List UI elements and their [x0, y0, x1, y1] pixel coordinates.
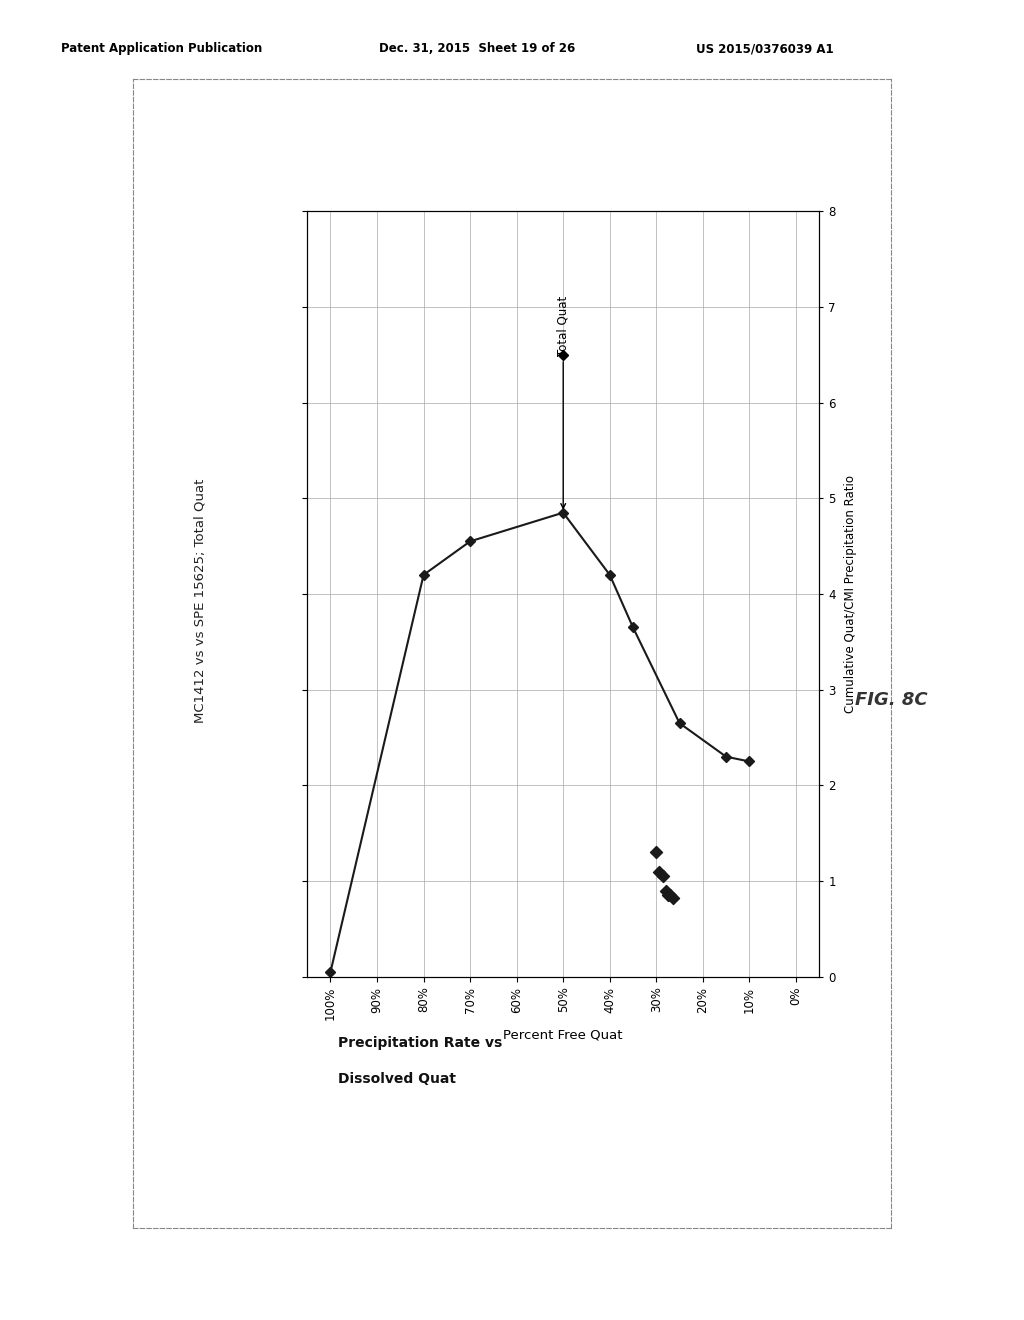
Point	[663, 884, 679, 906]
Point	[655, 866, 672, 887]
Y-axis label: Cumulative Quat/CMI Precipitation Ratio: Cumulative Quat/CMI Precipitation Ratio	[844, 475, 857, 713]
Point	[657, 880, 674, 902]
Text: FIG. 8C: FIG. 8C	[855, 690, 928, 709]
Point	[659, 884, 676, 906]
Text: Dec. 31, 2015  Sheet 19 of 26: Dec. 31, 2015 Sheet 19 of 26	[379, 42, 575, 55]
Text: Total Quat: Total Quat	[557, 296, 569, 508]
Point	[650, 861, 667, 882]
Text: US 2015/0376039 A1: US 2015/0376039 A1	[696, 42, 834, 55]
Text: Patent Application Publication: Patent Application Publication	[61, 42, 263, 55]
X-axis label: Percent Free Quat: Percent Free Quat	[504, 1028, 623, 1041]
Text: Precipitation Rate vs: Precipitation Rate vs	[338, 1036, 502, 1051]
Point	[665, 888, 681, 909]
Text: Dissolved Quat: Dissolved Quat	[338, 1072, 456, 1086]
Point	[648, 842, 665, 863]
Text: MC1412 vs vs SPE 15625; Total Quat: MC1412 vs vs SPE 15625; Total Quat	[194, 478, 206, 723]
